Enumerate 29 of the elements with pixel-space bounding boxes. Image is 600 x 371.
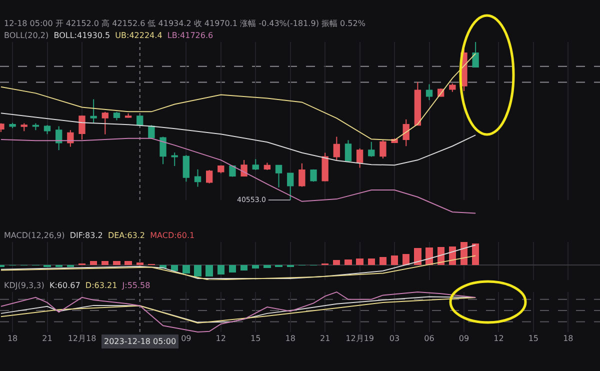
x-tick-label: 09 xyxy=(458,334,470,343)
x-tick-label: 12 xyxy=(494,334,504,343)
text: UB:42224.4 xyxy=(115,31,162,40)
text: MACD:60.1 xyxy=(150,231,195,240)
x-tick-label: 15 xyxy=(528,334,539,343)
chart-title: MACD(12,26,9) xyxy=(4,231,65,240)
x-tick-label: 03 xyxy=(389,334,400,343)
text: 12-18 05:00 开 42152.0 高 42152.6 低 41934.2 收 41970.1 涨幅 -0.43%(-181.9) 振幅 0.52% xyxy=(4,19,366,28)
x-tick-label: 18 xyxy=(285,334,296,343)
x-tick-label: 06 xyxy=(424,334,434,343)
text: D:63.21 xyxy=(85,281,118,290)
text: DEA:63.2 xyxy=(108,231,146,240)
series-label: J:55.58 xyxy=(121,281,150,290)
x-tick-label: 12 xyxy=(216,334,226,343)
text: K:60.67 xyxy=(49,281,80,290)
x-tick-label: 12月19 xyxy=(346,334,374,343)
chart-title: BOLL(20,2) xyxy=(4,31,49,40)
x-tick-label: 12月18 xyxy=(68,334,96,343)
text: LB:41726.6 xyxy=(167,31,214,40)
x-tick-label: 09 xyxy=(181,334,192,343)
x-tick-label: 18 xyxy=(563,334,574,343)
text: BOLL:41930.5 xyxy=(54,31,110,40)
x-tick-label: 15 xyxy=(250,334,261,343)
x-tick-label: 21 xyxy=(320,334,330,343)
ref-line-label: 2023-12-18 05:00 xyxy=(104,337,176,346)
x-tick-label: 21 xyxy=(42,334,52,343)
x-tick-label: 18 xyxy=(7,334,18,343)
chart-title: KDJ(9,3,3) xyxy=(4,281,44,290)
text: DIF:83.2 xyxy=(70,231,103,240)
